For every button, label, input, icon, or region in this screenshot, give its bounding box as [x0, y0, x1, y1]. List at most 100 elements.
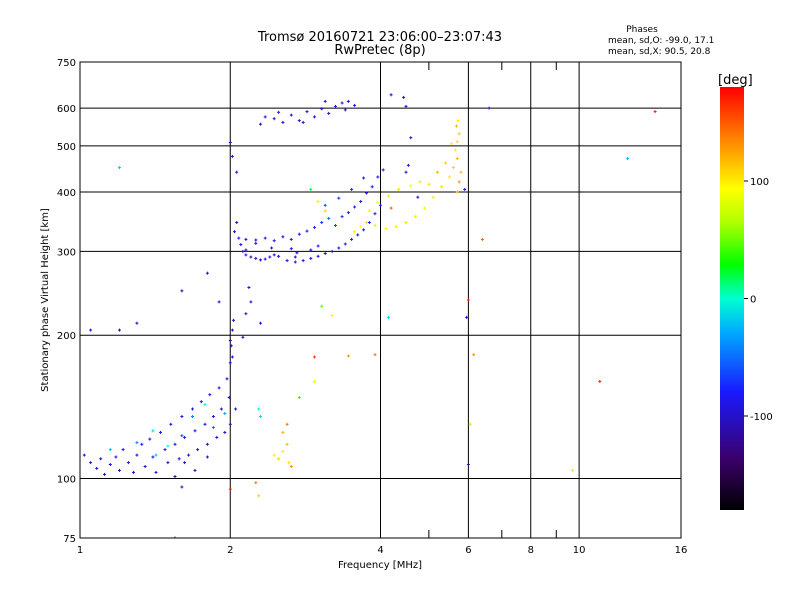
- data-point-v: [170, 422, 172, 426]
- data-point-v: [234, 230, 235, 234]
- data-point-v: [436, 170, 438, 174]
- data-point-v: [206, 455, 208, 459]
- data-point-v: [403, 95, 405, 99]
- data-point-v: [415, 215, 416, 219]
- data-point-v: [236, 221, 238, 224]
- y-tick-label: 400: [57, 188, 76, 199]
- data-point-v: [218, 386, 220, 390]
- data-point-v: [149, 437, 151, 441]
- data-point-v: [377, 201, 379, 205]
- data-point-v: [212, 415, 214, 418]
- data-point-v: [368, 221, 370, 224]
- data-point-v: [155, 470, 157, 474]
- data-point-v: [374, 353, 376, 357]
- data-point-v: [188, 453, 190, 457]
- data-point-v: [335, 224, 336, 227]
- data-point-v: [390, 206, 392, 210]
- data-point-v: [100, 457, 102, 461]
- data-point-v: [599, 379, 601, 383]
- data-point-v: [141, 442, 143, 446]
- data-point-v: [119, 166, 120, 170]
- data-point-v: [310, 256, 312, 260]
- data-point-v: [328, 216, 330, 220]
- data-point-v: [273, 117, 275, 121]
- data-point-v: [90, 328, 92, 332]
- data-point-v: [242, 249, 244, 253]
- data-point-v: [454, 148, 456, 152]
- data-point-v: [314, 355, 315, 359]
- x-tick-label: 2: [227, 545, 233, 556]
- data-point-v: [324, 252, 326, 255]
- data-point-v: [194, 468, 196, 472]
- data-point-v: [456, 157, 458, 161]
- data-point-v: [351, 187, 353, 191]
- data-point-v: [282, 120, 284, 124]
- data-point-v: [255, 241, 257, 245]
- data-point-v: [294, 260, 296, 264]
- data-point-v: [220, 407, 222, 411]
- data-point-v: [458, 180, 460, 184]
- data-point-v: [245, 312, 247, 316]
- data-point-v: [464, 187, 466, 191]
- colorbar-tick-label: -100: [750, 412, 773, 423]
- data-point-v: [302, 120, 304, 124]
- data-point-v: [200, 400, 202, 404]
- data-point-v: [264, 257, 266, 261]
- data-point-v: [194, 429, 196, 433]
- data-point-v: [184, 435, 186, 439]
- data-point-v: [290, 465, 292, 468]
- data-point-v: [290, 247, 292, 251]
- y-tick-label: 600: [57, 104, 76, 115]
- data-point-v: [282, 235, 284, 239]
- data-point-v: [282, 449, 284, 453]
- data-point-v: [324, 209, 326, 213]
- data-point-v: [209, 393, 211, 397]
- data-point-v: [314, 115, 315, 119]
- colorbar: [deg] 100 0 -100: [718, 73, 773, 510]
- data-point-v: [286, 422, 288, 426]
- data-point-v: [354, 205, 356, 209]
- y-tick-label: 75: [63, 534, 76, 545]
- data-point-v: [290, 237, 292, 241]
- data-point-v: [457, 119, 459, 123]
- data-point-v: [410, 184, 412, 188]
- data-point-v: [354, 103, 356, 107]
- data-point-v: [405, 104, 407, 108]
- data-point-v: [360, 200, 362, 203]
- x-tick-label: 1: [77, 545, 83, 556]
- data-point-v: [206, 271, 208, 275]
- data-point-v: [424, 206, 425, 210]
- data-point-v: [245, 237, 247, 241]
- data-point-v: [226, 377, 228, 381]
- data-point-v: [469, 422, 471, 426]
- data-point-v: [119, 328, 120, 332]
- data-point-v: [218, 300, 220, 304]
- data-point-v: [331, 249, 333, 253]
- data-point-v: [136, 453, 138, 457]
- data-point-v: [136, 441, 138, 445]
- y-axis-label: Stationary phase Virtual Height [km]: [40, 208, 51, 392]
- data-point-v: [405, 221, 407, 224]
- data-point-v: [164, 448, 166, 452]
- data-point-v: [229, 339, 231, 342]
- data-point-v: [255, 256, 257, 260]
- data-point-v: [286, 259, 288, 263]
- data-point-v: [441, 185, 442, 189]
- data-point-v: [216, 435, 218, 439]
- data-point-v: [144, 465, 146, 468]
- data-point-v: [338, 196, 340, 200]
- data-point-v: [374, 224, 376, 227]
- data-point-v: [363, 176, 365, 180]
- data-point-v: [432, 195, 434, 199]
- data-point-v: [273, 453, 275, 457]
- data-point-v: [344, 242, 346, 246]
- data-point-v: [390, 93, 392, 97]
- x-tick-label: 6: [465, 545, 471, 556]
- data-point-v: [654, 110, 656, 114]
- data-point-v: [184, 461, 186, 465]
- data-point-v: [204, 422, 206, 426]
- x-tick-label: 4: [377, 545, 383, 556]
- data-point-v: [473, 353, 475, 357]
- data-point-v: [317, 254, 319, 258]
- data-point-v: [181, 434, 183, 438]
